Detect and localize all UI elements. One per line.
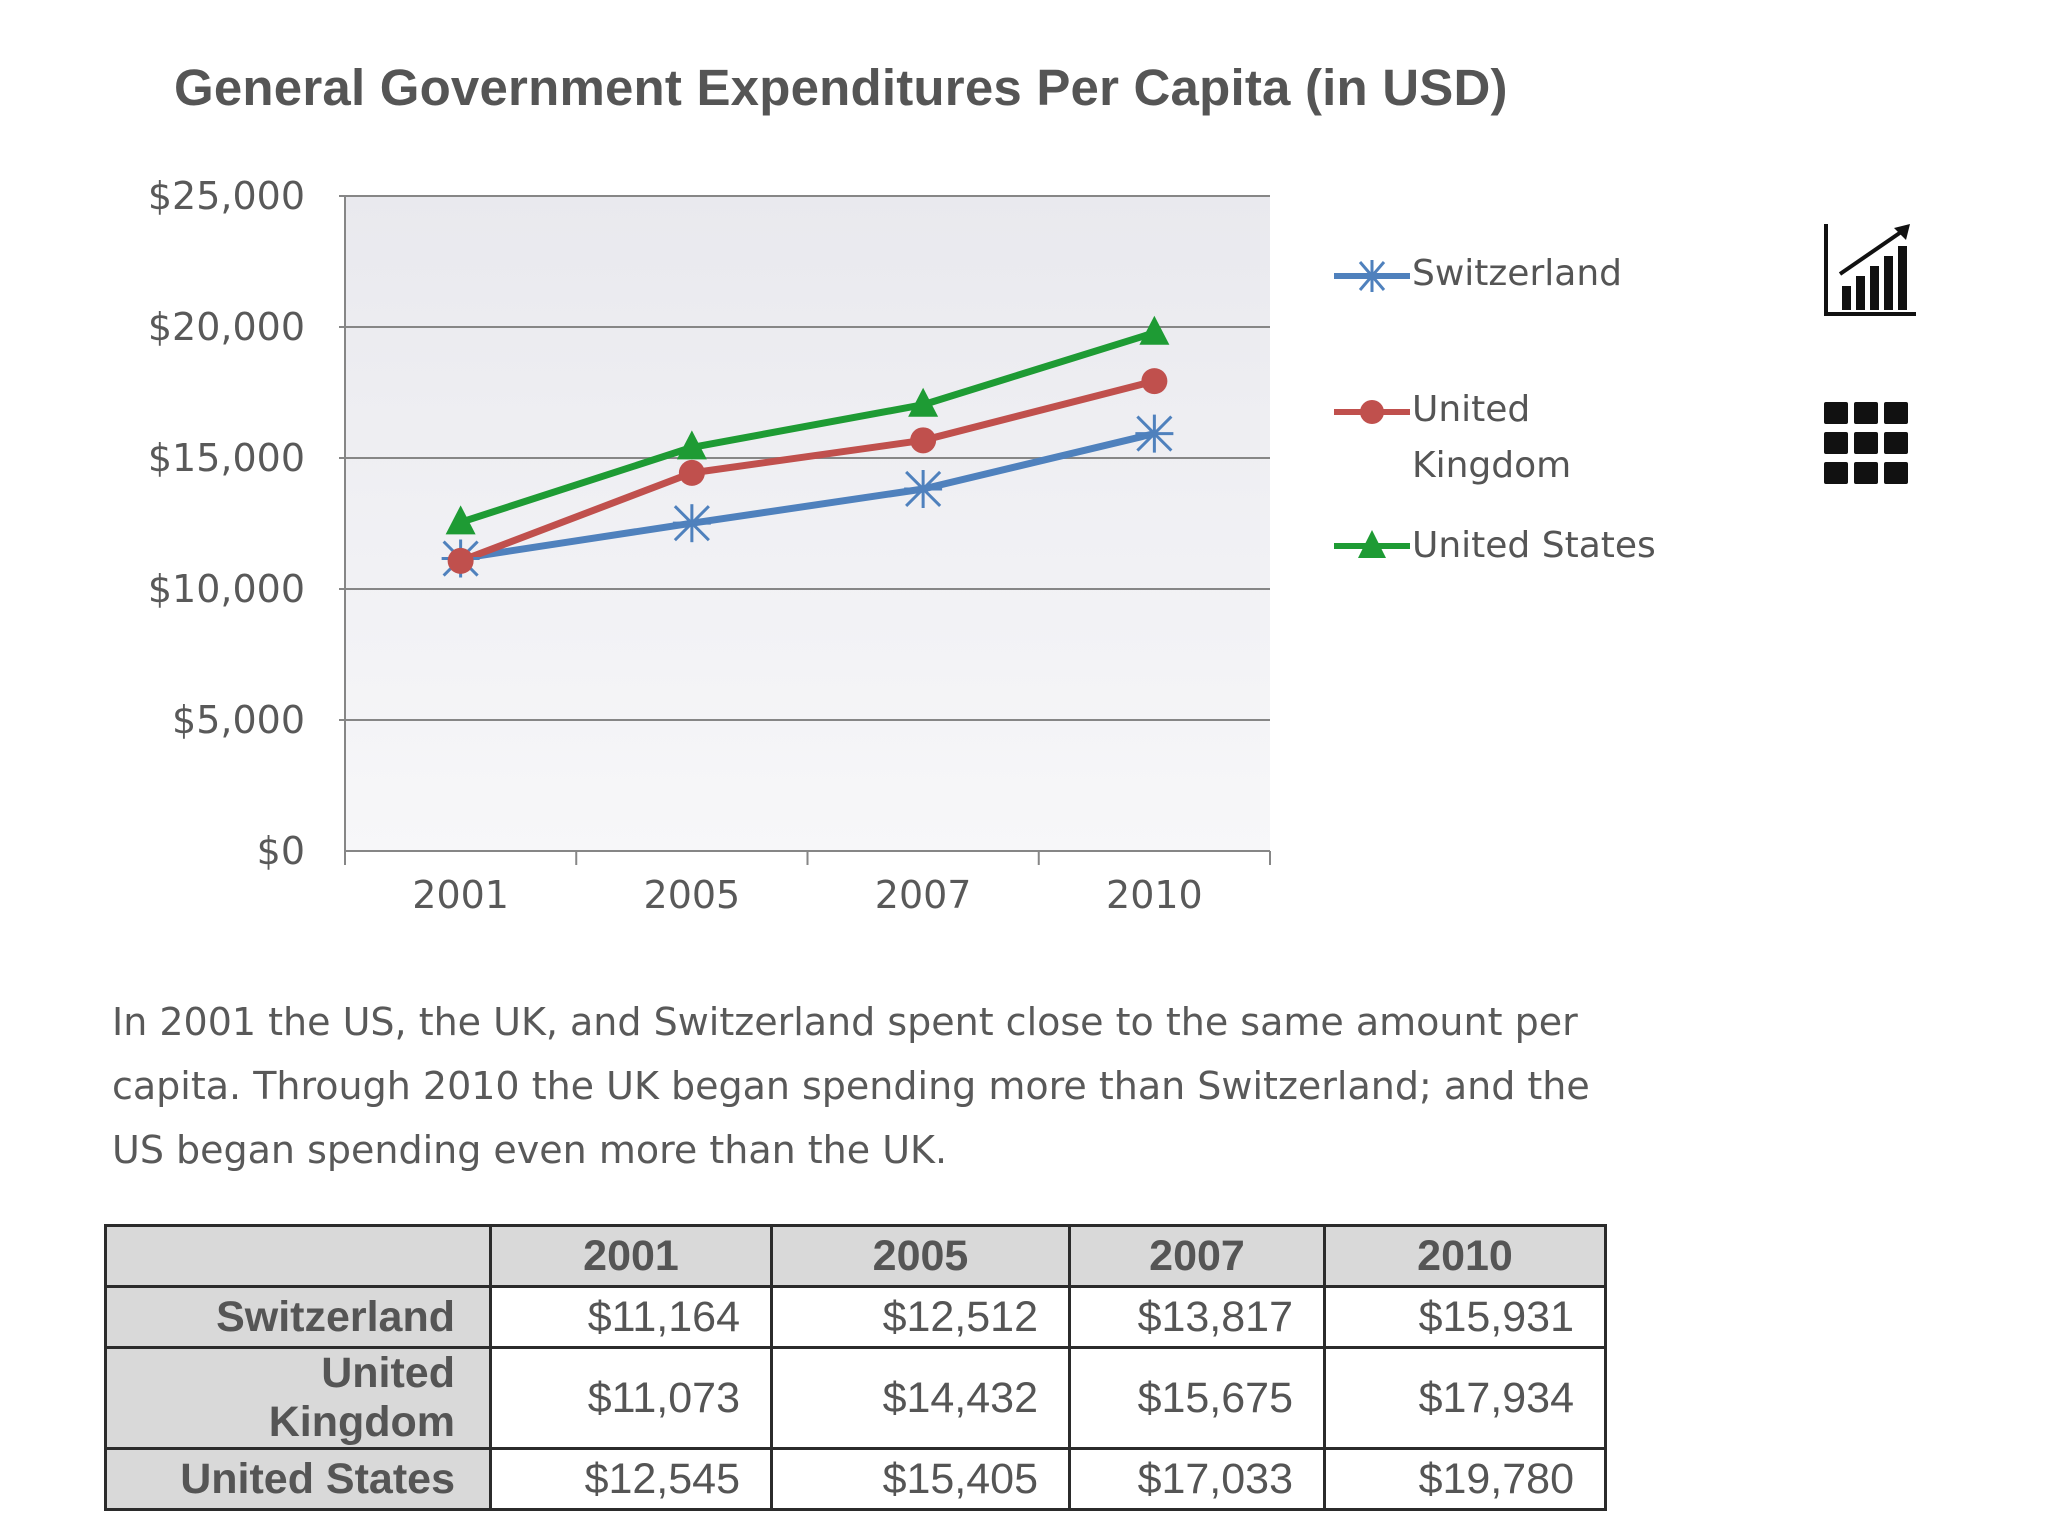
data-point-switzerland: [1135, 414, 1174, 453]
table-cell: $17,033: [1068, 1447, 1326, 1511]
data-point-united-kingdom: [678, 459, 705, 486]
bar-chart-trend-icon[interactable]: [1820, 220, 1920, 320]
table-header-cell: 2007: [1068, 1224, 1326, 1288]
x-tick-label: 2001: [412, 873, 509, 917]
data-point-switzerland: [672, 504, 711, 543]
plot-area: [345, 196, 1270, 851]
table-cell: $15,405: [770, 1447, 1071, 1511]
y-tick-label: $15,000: [148, 436, 305, 480]
data-point-united-kingdom: [447, 547, 474, 574]
table-cell: $13,817: [1068, 1285, 1326, 1349]
table-row: United Kingdom $11,073 $14,432 $15,675 $…: [104, 1346, 1607, 1450]
table-header-cell: [104, 1224, 492, 1288]
y-tick-label: $0: [257, 829, 305, 873]
series-line-united-kingdom: [459, 377, 1156, 565]
line-chart: $0 $5,000 $10,000 $15,000 $20,000 $25,000 2001…: [148, 174, 1271, 917]
table-cell: $12,545: [489, 1447, 773, 1511]
y-tick-label: $20,000: [148, 305, 305, 349]
legend-label-united-states: United States: [1412, 525, 1656, 566]
series-line-switzerland: [460, 430, 1156, 562]
data-point-united-states: [908, 387, 939, 417]
x-tick-label: 2010: [1106, 873, 1203, 917]
table-row: Switzerland $11,164 $12,512 $13,817 $15,…: [104, 1285, 1607, 1349]
table-cell: $15,931: [1323, 1285, 1607, 1349]
table-header-cell: 2005: [770, 1224, 1071, 1288]
x-tick-label: 2007: [875, 873, 972, 917]
series-line-united-states: [459, 329, 1156, 526]
legend-label-united-kingdom-line2: Kingdom: [1412, 445, 1572, 486]
data-point-united-kingdom: [910, 427, 937, 454]
legend-marker-united-kingdom: [1334, 400, 1410, 424]
grid-icon[interactable]: [1822, 400, 1912, 490]
legend-marker-switzerland: [1334, 260, 1410, 292]
table-header-cell: 2010: [1323, 1224, 1607, 1288]
table-row: United States $12,545 $15,405 $17,033 $1…: [104, 1447, 1607, 1511]
data-point-united-states: [445, 505, 476, 535]
table-row-label: Switzerland: [104, 1285, 492, 1349]
y-tick-label: $10,000: [148, 567, 305, 611]
table-cell: $11,073: [489, 1346, 773, 1450]
table-cell: $19,780: [1323, 1447, 1607, 1511]
table-header-cell: 2001: [489, 1224, 773, 1288]
chart-title: General Government Expenditures Per Capi…: [174, 59, 1508, 116]
table-cell: $12,512: [770, 1285, 1071, 1349]
table-row-label: United Kingdom: [104, 1346, 492, 1450]
y-tick-label: $5,000: [172, 698, 305, 742]
legend-marker-united-states: [1334, 530, 1410, 558]
data-point-switzerland: [904, 469, 943, 508]
legend-label-united-kingdom-line1: United: [1412, 389, 1531, 430]
chart-caption: In 2001 the US, the UK, and Switzerland …: [112, 1000, 1590, 1172]
data-point-united-states: [676, 430, 707, 460]
data-point-united-kingdom: [1141, 368, 1168, 395]
legend-label-switzerland: Switzerland: [1412, 253, 1622, 294]
y-tick-label: $25,000: [148, 174, 305, 218]
table-header-row: 2001 2005 2007 2010: [104, 1224, 1607, 1288]
table-cell: $14,432: [770, 1346, 1071, 1450]
data-point-united-states: [1139, 315, 1170, 345]
x-tick-label: 2005: [644, 873, 741, 917]
data-table: 2001 2005 2007 2010 Switzerland $11,164 …: [104, 1224, 1607, 1511]
table-cell: $15,675: [1068, 1346, 1326, 1450]
table-row-label: United States: [104, 1447, 492, 1511]
table-cell: $17,934: [1323, 1346, 1607, 1450]
table-cell: $11,164: [489, 1285, 773, 1349]
